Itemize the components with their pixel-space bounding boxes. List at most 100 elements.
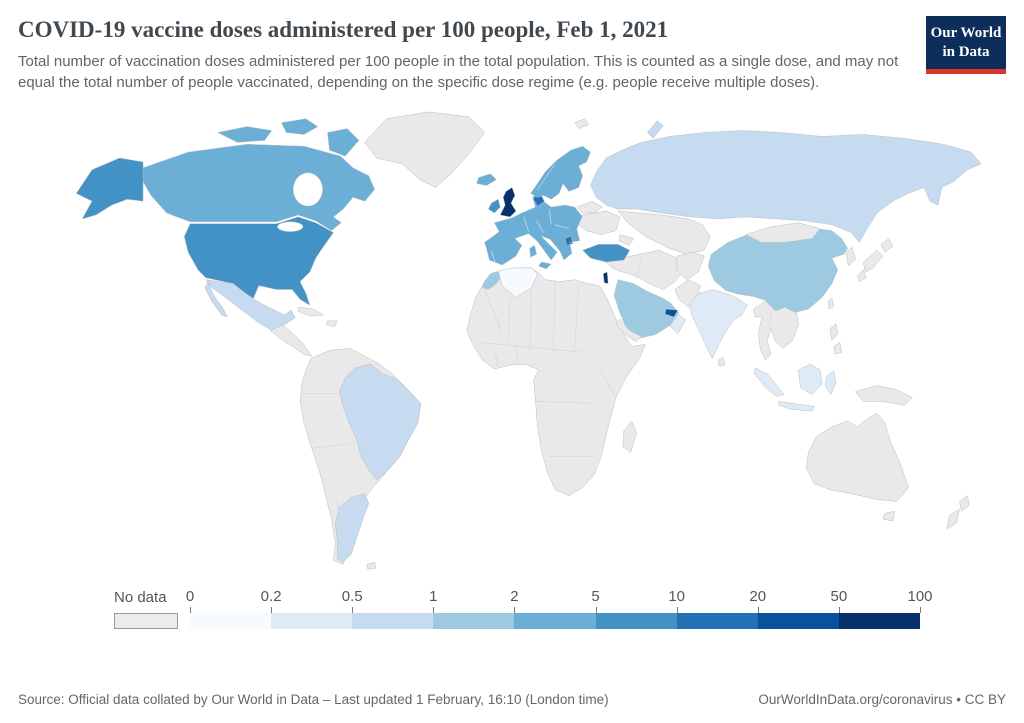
country-united-arab-emirates[interactable] bbox=[664, 309, 679, 318]
country-indonesia-java[interactable] bbox=[778, 401, 815, 412]
country-mongolia[interactable] bbox=[745, 222, 821, 243]
legend-tick-label: 2 bbox=[510, 588, 519, 606]
country-morocco[interactable] bbox=[482, 271, 504, 290]
legend-color-segment[interactable] bbox=[352, 613, 434, 630]
page-title: COVID-19 vaccine doses administered per … bbox=[18, 17, 669, 42]
country-usa[interactable] bbox=[184, 216, 334, 306]
country-ireland[interactable] bbox=[488, 199, 501, 214]
legend-tick-label: 0 bbox=[185, 588, 195, 606]
legend-scale: 0 0.2 0.5 1 2 5 10 20 50 100 bbox=[186, 586, 933, 630]
legend-tick-mark bbox=[514, 607, 516, 614]
country-tasmania[interactable] bbox=[882, 511, 895, 522]
country-cuba[interactable] bbox=[297, 307, 324, 317]
country-central-asia[interactable] bbox=[617, 210, 711, 255]
country-algeria[interactable] bbox=[498, 267, 538, 298]
legend-color-segment[interactable] bbox=[190, 613, 272, 630]
legend-tick-mark bbox=[433, 607, 435, 614]
internal-borders-decoration bbox=[303, 163, 772, 555]
country-japan[interactable] bbox=[857, 238, 893, 283]
page-subtitle: Total number of vaccination doses admini… bbox=[18, 52, 899, 91]
legend-color-segment[interactable] bbox=[514, 613, 596, 630]
country-serbia[interactable] bbox=[564, 236, 574, 246]
footer-attribution-link[interactable]: OurWorldInData.org/coronavirus • CC BY bbox=[758, 692, 1006, 707]
country-taiwan[interactable] bbox=[827, 298, 835, 310]
owid-logo-text: Our World in Data bbox=[930, 25, 1002, 61]
world-map-svg bbox=[76, 111, 982, 570]
country-new-guinea[interactable] bbox=[855, 385, 913, 406]
country-argentina[interactable] bbox=[335, 493, 369, 563]
country-afghanistan[interactable] bbox=[676, 252, 705, 281]
legend-tick-label: 50 bbox=[830, 588, 848, 606]
country-sri-lanka[interactable] bbox=[717, 357, 726, 367]
country-africa-other[interactable] bbox=[466, 267, 646, 497]
country-new-zealand[interactable] bbox=[946, 495, 970, 530]
country-canada[interactable] bbox=[142, 144, 375, 232]
chart-header: COVID-19 vaccine doses administered per … bbox=[18, 16, 1006, 93]
legend-tick-mark bbox=[595, 607, 597, 614]
country-belarus[interactable] bbox=[576, 201, 603, 214]
country-southeast-asia[interactable] bbox=[753, 301, 799, 361]
legend-tick-label: 100 bbox=[907, 588, 933, 606]
legend-tick-labels: 0 0.2 0.5 1 2 5 10 20 50 100 bbox=[186, 586, 933, 614]
country-middle-east-other[interactable] bbox=[605, 250, 683, 290]
legend-tick-label: 10 bbox=[668, 588, 685, 606]
great-lakes-water bbox=[277, 221, 304, 233]
country-sardinia[interactable] bbox=[529, 245, 537, 258]
country-svalbard[interactable] bbox=[574, 118, 589, 130]
legend-color-segment[interactable] bbox=[271, 613, 353, 630]
legend-tick-label: 0.2 bbox=[260, 588, 282, 606]
country-philippines[interactable] bbox=[829, 323, 842, 355]
country-australia[interactable] bbox=[806, 413, 909, 502]
country-ukraine[interactable] bbox=[578, 210, 621, 235]
legend-no-data-swatch[interactable] bbox=[114, 613, 178, 630]
country-united-kingdom[interactable] bbox=[499, 187, 517, 218]
country-greenland[interactable] bbox=[364, 111, 485, 188]
country-caucasus[interactable] bbox=[618, 234, 634, 246]
legend-tick-mark bbox=[757, 607, 759, 614]
legend-color-segment[interactable] bbox=[595, 613, 677, 630]
europe-internal-borders-decoration bbox=[491, 209, 578, 264]
country-canada-arctic-islands[interactable] bbox=[217, 118, 360, 157]
chart-footer: Source: Official data collated by Our Wo… bbox=[18, 682, 1006, 723]
legend-color-segment[interactable] bbox=[433, 613, 515, 630]
legend-color-segment[interactable] bbox=[838, 613, 920, 630]
country-central-america[interactable] bbox=[270, 324, 313, 357]
country-novaya-zemlya[interactable] bbox=[647, 120, 664, 139]
legend-color-segment[interactable] bbox=[676, 613, 758, 630]
legend-tick-mark bbox=[920, 607, 921, 614]
owid-logo[interactable]: Our World in Data bbox=[926, 16, 1006, 75]
country-falkland-islands[interactable] bbox=[366, 562, 376, 570]
country-madagascar[interactable] bbox=[622, 420, 637, 453]
map-legend: No data 0 0.2 0.5 1 2 5 10 20 50 100 bbox=[114, 586, 933, 630]
country-india[interactable] bbox=[689, 289, 748, 359]
footer-source: Source: Official data collated by Our Wo… bbox=[18, 692, 609, 707]
country-iceland[interactable] bbox=[476, 173, 497, 186]
legend-tick-label: 5 bbox=[591, 588, 600, 606]
legend-tick-label: 20 bbox=[749, 588, 767, 606]
country-korea[interactable] bbox=[845, 247, 856, 267]
legend-no-data: No data bbox=[114, 589, 178, 630]
country-hispaniola[interactable] bbox=[326, 320, 338, 328]
owid-logo-red-bar bbox=[926, 69, 1006, 75]
country-israel[interactable] bbox=[603, 271, 609, 285]
choropleth-map bbox=[18, 107, 1006, 578]
country-indonesia-sumatra[interactable] bbox=[754, 367, 785, 397]
country-turkey[interactable] bbox=[582, 244, 630, 263]
country-indonesia-sulawesi[interactable] bbox=[824, 370, 837, 395]
legend-color-segment[interactable] bbox=[757, 613, 839, 630]
country-sicily[interactable] bbox=[538, 261, 552, 270]
country-alaska[interactable] bbox=[76, 157, 144, 220]
country-brazil[interactable] bbox=[339, 364, 421, 481]
legend-no-data-label: No data bbox=[114, 589, 167, 607]
country-indonesia-borneo[interactable] bbox=[798, 364, 823, 395]
country-mexico[interactable] bbox=[204, 279, 296, 332]
country-oman[interactable] bbox=[669, 313, 686, 335]
legend-tick-mark bbox=[352, 607, 354, 614]
legend-tick-mark bbox=[190, 607, 191, 614]
legend-color-bar bbox=[190, 613, 920, 630]
country-russia[interactable] bbox=[590, 130, 982, 243]
legend-tick-mark bbox=[676, 607, 678, 614]
country-scandinavia[interactable] bbox=[530, 146, 591, 200]
country-yemen[interactable] bbox=[615, 318, 642, 342]
